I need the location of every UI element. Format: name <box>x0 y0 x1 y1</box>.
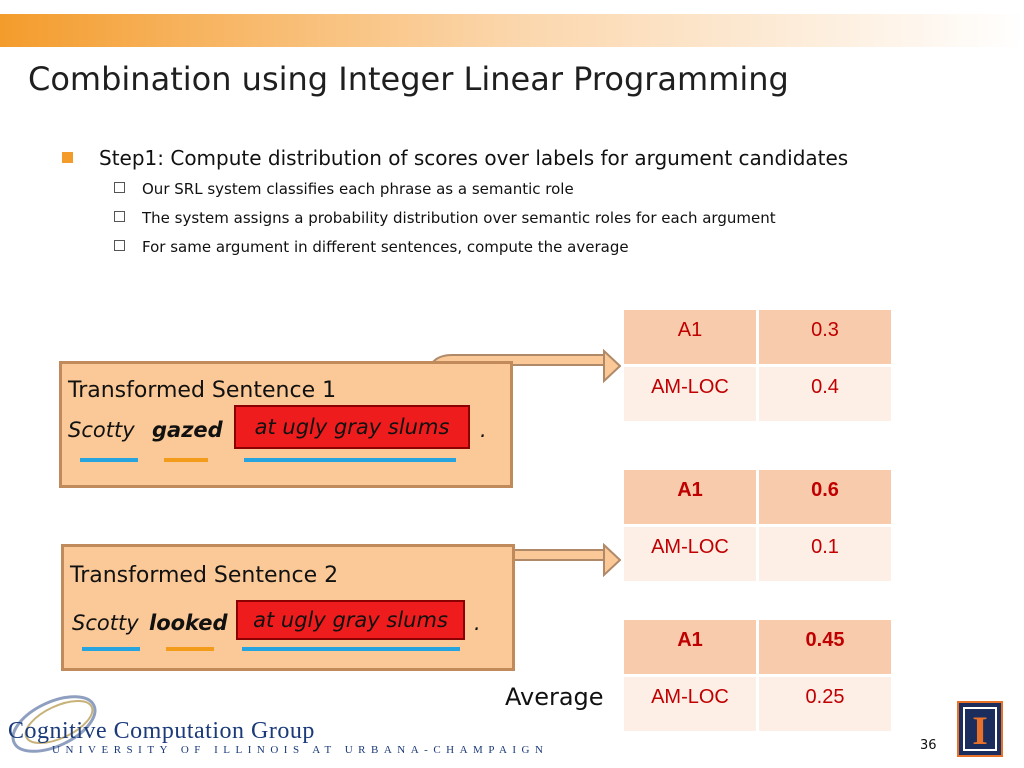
swirl-logo-icon <box>11 695 97 753</box>
role-score: 0.25 <box>756 674 894 734</box>
argument-underline <box>244 458 456 462</box>
subject-underline <box>80 458 138 462</box>
sub-bullet-text: Our SRL system classifies each phrase as… <box>142 180 574 198</box>
square-bullet-icon <box>62 152 73 163</box>
top-accent-bar <box>0 14 1024 47</box>
slide-title: Combination using Integer Linear Program… <box>28 60 789 98</box>
sentence-box-2: Transformed Sentence 2 Scotty looked at … <box>61 544 515 671</box>
role-label: AM-LOC <box>621 674 759 734</box>
sentence-title: Transformed Sentence 2 <box>70 563 339 588</box>
sentence-period: . <box>480 418 487 442</box>
table-row: AM-LOC 0.1 <box>621 524 894 584</box>
sub-bullet: For same argument in different sentences… <box>114 238 629 256</box>
role-score: 0.1 <box>756 524 894 584</box>
sentence-verb: looked <box>149 611 228 635</box>
sub-bullet-text: For same argument in different sentences… <box>142 238 629 256</box>
score-table-2: A1 0.6 AM-LOC 0.1 <box>621 467 894 584</box>
role-label: AM-LOC <box>621 364 759 424</box>
verb-text: gazed <box>152 418 223 442</box>
group-logo-text: Cognitive Computation Group <box>8 718 315 744</box>
table-row: A1 0.45 <box>621 617 894 677</box>
main-bullet: Step1: Compute distribution of scores ov… <box>62 146 848 170</box>
argument-highlight: at ugly gray slums <box>236 600 465 640</box>
sentence-title: Transformed Sentence 1 <box>68 378 337 403</box>
sentence-subject: Scotty <box>72 611 139 635</box>
table-row: A1 0.6 <box>621 467 894 527</box>
sub-bullet: Our SRL system classifies each phrase as… <box>114 180 574 198</box>
sentence-period: . <box>474 611 481 635</box>
role-label: AM-LOC <box>621 524 759 584</box>
role-score: 0.6 <box>756 467 894 527</box>
average-label: Average <box>505 683 604 711</box>
verb-underline <box>164 458 208 462</box>
sentence-verb: gazed <box>152 418 223 442</box>
sentence-subject: Scotty <box>68 418 135 442</box>
hollow-square-bullet-icon <box>114 211 125 222</box>
sub-bullet: The system assigns a probability distrib… <box>114 209 776 227</box>
hollow-square-bullet-icon <box>114 240 125 251</box>
score-table-average: A1 0.45 AM-LOC 0.25 <box>621 617 894 734</box>
argument-highlight: at ugly gray slums <box>234 405 470 449</box>
score-table-1: A1 0.3 AM-LOC 0.4 <box>621 307 894 424</box>
illinois-emblem-icon: I <box>957 701 1003 757</box>
argument-underline <box>242 647 460 651</box>
sub-bullet-text: The system assigns a probability distrib… <box>142 209 776 227</box>
role-score: 0.4 <box>756 364 894 424</box>
sentence-box-1: Transformed Sentence 1 Scotty gazed at u… <box>59 361 513 488</box>
table-row: AM-LOC 0.4 <box>621 364 894 424</box>
university-logo-text: UNIVERSITY OF ILLINOIS AT URBANA-CHAMPAI… <box>52 744 549 756</box>
role-score: 0.3 <box>756 307 894 367</box>
verb-text: looked <box>149 611 228 635</box>
role-label: A1 <box>621 307 759 367</box>
main-bullet-text: Step1: Compute distribution of scores ov… <box>99 146 849 170</box>
table-row: AM-LOC 0.25 <box>621 674 894 734</box>
hollow-square-bullet-icon <box>114 182 125 193</box>
page-number: 36 <box>920 738 937 753</box>
verb-underline <box>166 647 214 651</box>
role-score: 0.45 <box>756 617 894 677</box>
table-row: A1 0.3 <box>621 307 894 367</box>
role-label: A1 <box>621 617 759 677</box>
emblem-letter: I <box>972 708 988 753</box>
subject-underline <box>82 647 140 651</box>
role-label: A1 <box>621 467 759 527</box>
